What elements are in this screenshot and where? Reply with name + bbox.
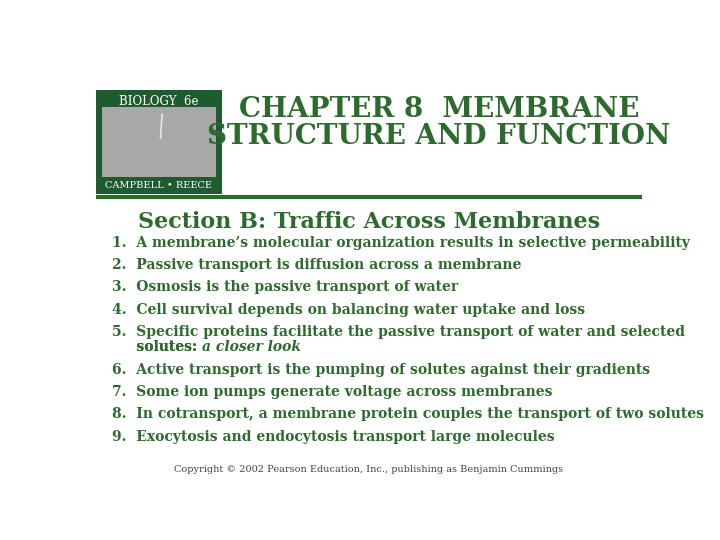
Text: Copyright © 2002 Pearson Education, Inc., publishing as Benjamin Cummings: Copyright © 2002 Pearson Education, Inc.… — [174, 465, 564, 475]
Text: 4.  Cell survival depends on balancing water uptake and loss: 4. Cell survival depends on balancing wa… — [112, 303, 585, 317]
Text: 5.  Specific proteins facilitate the passive transport of water and selected: 5. Specific proteins facilitate the pass… — [112, 325, 685, 339]
Polygon shape — [136, 107, 161, 145]
Text: 6.  Active transport is the pumping of solutes against their gradients: 6. Active transport is the pumping of so… — [112, 363, 650, 377]
Text: STRUCTURE AND FUNCTION: STRUCTURE AND FUNCTION — [207, 123, 670, 150]
Text: solutes:: solutes: — [112, 340, 202, 354]
Text: a closer look: a closer look — [202, 340, 301, 354]
Text: CHAPTER 8  MEMBRANE: CHAPTER 8 MEMBRANE — [238, 96, 639, 123]
Polygon shape — [156, 132, 213, 143]
Polygon shape — [120, 111, 163, 145]
Polygon shape — [156, 111, 199, 145]
Text: 1.  A membrane’s molecular organization results in selective permeability: 1. A membrane’s molecular organization r… — [112, 236, 690, 249]
Text: 2.  Passive transport is diffusion across a membrane: 2. Passive transport is diffusion across… — [112, 258, 521, 272]
Text: Section B: Traffic Across Membranes: Section B: Traffic Across Membranes — [138, 211, 600, 233]
Text: solutes:: solutes: — [112, 340, 202, 354]
Text: 3.  Osmosis is the passive transport of water: 3. Osmosis is the passive transport of w… — [112, 280, 458, 294]
FancyBboxPatch shape — [102, 107, 215, 177]
Text: 9.  Exocytosis and endocytosis transport large molecules: 9. Exocytosis and endocytosis transport … — [112, 430, 554, 444]
Polygon shape — [104, 132, 163, 143]
Text: 7.  Some ion pumps generate voltage across membranes: 7. Some ion pumps generate voltage acros… — [112, 385, 552, 399]
Text: 8.  In cotransport, a membrane protein couples the transport of two solutes: 8. In cotransport, a membrane protein co… — [112, 408, 703, 421]
Text: BIOLOGY  6e: BIOLOGY 6e — [120, 95, 199, 108]
FancyBboxPatch shape — [96, 90, 222, 194]
Polygon shape — [157, 107, 181, 145]
Text: CAMPBELL • REECE: CAMPBELL • REECE — [105, 180, 212, 190]
